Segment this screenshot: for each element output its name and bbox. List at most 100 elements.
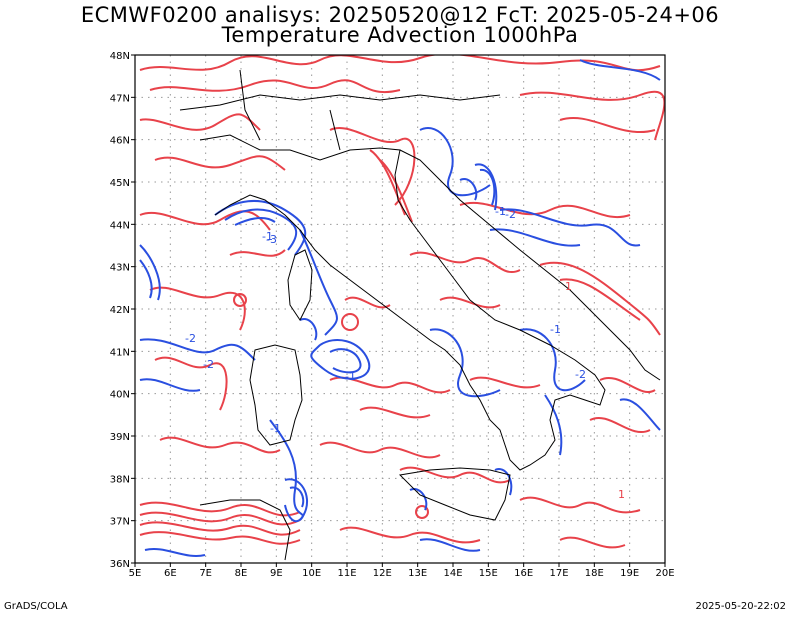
cold-contour bbox=[409, 488, 428, 511]
lat-tick-label: 40N bbox=[110, 390, 130, 401]
lon-tick-label: 17E bbox=[549, 568, 568, 579]
contour-label: -2 bbox=[505, 208, 516, 221]
cold-contour bbox=[224, 208, 298, 251]
warm-contour bbox=[139, 55, 661, 72]
lat-tick-label: 46N bbox=[110, 136, 130, 147]
warm-contour bbox=[139, 521, 301, 536]
lon-tick-label: 9E bbox=[270, 568, 283, 579]
warm-cell bbox=[415, 505, 429, 519]
cold-contour bbox=[139, 259, 153, 299]
cold-contour bbox=[284, 478, 308, 523]
lon-tick-label: 10E bbox=[302, 568, 321, 579]
cold-contour bbox=[519, 328, 586, 392]
lat-tick-label: 44N bbox=[110, 220, 130, 231]
lat-tick-label: 38N bbox=[110, 474, 130, 485]
lon-tick-label: 8E bbox=[235, 568, 248, 579]
lat-tick-label: 42N bbox=[110, 305, 130, 316]
warm-contour bbox=[139, 113, 261, 131]
lon-tick-label: 15E bbox=[479, 568, 498, 579]
warm-contour bbox=[559, 536, 626, 549]
warm-contour bbox=[139, 210, 271, 231]
contour-label: -2 bbox=[575, 368, 586, 381]
warm-contour bbox=[159, 436, 281, 454]
contour-label: -3 bbox=[266, 233, 277, 246]
cold-contour bbox=[329, 348, 362, 374]
lon-tick-label: 19E bbox=[620, 568, 639, 579]
cold-contour bbox=[419, 127, 491, 197]
alps-border bbox=[179, 94, 501, 111]
border-line bbox=[239, 69, 261, 141]
warm-cell bbox=[233, 293, 247, 307]
cold-contour bbox=[579, 59, 661, 81]
warm-contour bbox=[439, 296, 501, 309]
warm-contour bbox=[139, 511, 301, 526]
coastlines bbox=[179, 69, 661, 561]
contour-label: -2 bbox=[203, 358, 214, 371]
warm-contour bbox=[379, 159, 413, 223]
cold-contour bbox=[269, 419, 304, 521]
contour-label: -1 bbox=[550, 323, 561, 336]
warm-contour bbox=[519, 90, 665, 141]
warm-contour bbox=[459, 202, 631, 218]
lat-tick-label: 45N bbox=[110, 178, 130, 189]
cold-contour bbox=[299, 229, 338, 336]
warm-contour bbox=[139, 531, 301, 545]
warm-contour bbox=[409, 251, 521, 273]
lon-tick-label: 16E bbox=[514, 568, 533, 579]
warm-contour bbox=[399, 466, 511, 484]
contour-label: -1 bbox=[495, 205, 506, 218]
warm-contour bbox=[344, 296, 391, 309]
sicily-coastline bbox=[398, 467, 511, 521]
footer-timestamp: 2025-05-20-22:02 bbox=[695, 601, 786, 612]
contour-label: 1 bbox=[618, 488, 625, 501]
warm-contour bbox=[154, 356, 228, 411]
latitude-axis: 48N 47N 46N 45N 44N 43N 42N 41N 40N 39N 38N 37N 36N bbox=[110, 51, 135, 570]
cold-contour bbox=[429, 328, 501, 398]
warm-contour bbox=[154, 155, 286, 171]
warm-contour bbox=[559, 117, 656, 133]
lon-tick-label: 18E bbox=[585, 568, 604, 579]
grid-lines bbox=[135, 55, 665, 563]
warm-contours bbox=[139, 55, 665, 549]
contour-label: 1 bbox=[565, 280, 572, 293]
footer-software: GrADS/COLA bbox=[4, 601, 68, 612]
warm-contour bbox=[599, 377, 656, 393]
warm-contour bbox=[539, 261, 661, 336]
warm-contour bbox=[229, 249, 286, 257]
lon-tick-label: 14E bbox=[443, 568, 462, 579]
cold-contour bbox=[479, 168, 496, 206]
balkan-coastline bbox=[399, 149, 661, 381]
lon-tick-label: 20E bbox=[655, 568, 674, 579]
warm-contour bbox=[319, 441, 441, 459]
cold-contour bbox=[289, 486, 305, 508]
cold-contour bbox=[544, 394, 563, 456]
contour-label-layer: -1 -2 -3 -1 -2 1 -1 -2 -1 1 -2 -1 bbox=[185, 205, 625, 501]
cold-contour bbox=[459, 178, 478, 201]
warm-cell bbox=[341, 313, 359, 331]
lon-tick-label: 11E bbox=[337, 568, 356, 579]
lat-tick-label: 41N bbox=[110, 347, 130, 358]
tunisia-coastline bbox=[199, 499, 291, 561]
lon-tick-label: 12E bbox=[373, 568, 392, 579]
italy-coastline bbox=[199, 134, 606, 471]
lat-tick-label: 39N bbox=[110, 432, 130, 443]
lat-tick-label: 47N bbox=[110, 93, 130, 104]
cold-contour bbox=[489, 228, 581, 247]
warm-contour bbox=[149, 79, 401, 93]
lon-tick-label: 5E bbox=[129, 568, 142, 579]
lon-tick-label: 7E bbox=[199, 568, 212, 579]
lat-tick-label: 43N bbox=[110, 263, 130, 274]
cold-contour bbox=[619, 398, 661, 431]
border-line bbox=[329, 109, 341, 151]
longitude-axis: 5E 6E 7E 8E 9E 10E 11E 12E 13E 14E 15E 16E 17E 18E 19E… bbox=[129, 563, 675, 579]
lat-tick-label: 37N bbox=[110, 517, 130, 528]
lon-tick-label: 6E bbox=[164, 568, 177, 579]
cold-contour bbox=[139, 338, 256, 361]
cold-contour bbox=[310, 339, 371, 380]
cold-contour bbox=[474, 163, 498, 211]
corsica-coastline bbox=[287, 249, 313, 321]
warm-contour bbox=[519, 496, 641, 514]
cold-contour bbox=[234, 217, 276, 226]
contour-label: -1 bbox=[345, 370, 356, 383]
